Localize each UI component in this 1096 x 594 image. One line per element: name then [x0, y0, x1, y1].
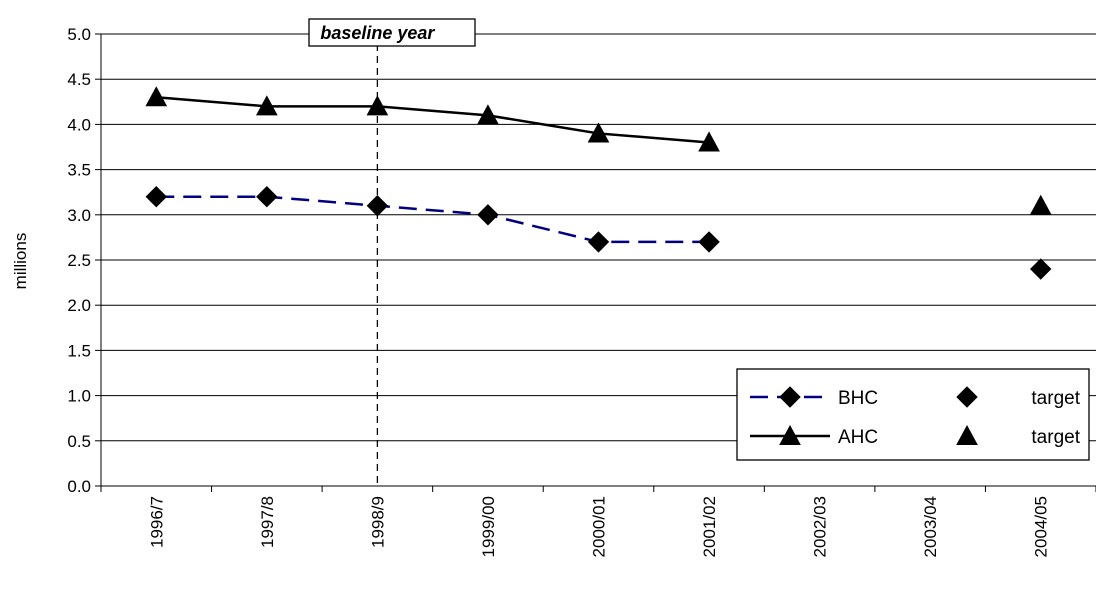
legend-label-bhc: BHC [838, 388, 878, 409]
baseline-label-box [308, 18, 476, 47]
point-bhc [477, 204, 499, 226]
x-tick-label: 1998/9 [368, 496, 387, 548]
y-tick-label: 0.5 [67, 432, 91, 451]
series-target-3 [1029, 194, 1052, 215]
y-tick-label: 3.0 [67, 206, 91, 225]
legend-marker-target-triangle [956, 424, 978, 445]
point-ahc [698, 131, 720, 152]
x-tick-label: 2004/05 [1032, 496, 1051, 557]
x-tick-label: 1999/00 [479, 496, 498, 557]
series-ahc-1 [145, 86, 720, 152]
gridlines [101, 33, 1096, 442]
series-line-bhc [156, 195, 710, 244]
x-axis-ticks: 1996/7 1997/8 1998/9 1999/00 2000/01 2001/02 2… [100, 486, 1096, 557]
baseline-label: baseline year [320, 23, 435, 43]
legend-marker-target-diamond [956, 386, 978, 408]
x-tick-label: 2001/02 [700, 496, 719, 557]
point-bhc [587, 231, 610, 253]
x-tick-label: 1997/8 [258, 496, 277, 548]
y-axis-title: millions [11, 233, 30, 290]
legend: BHC AHC target target [736, 368, 1090, 461]
point-ahc [255, 95, 278, 116]
legend-marker-ahc [779, 424, 801, 445]
legend-label-target: target [1031, 427, 1080, 448]
x-tick-label: 2003/04 [921, 496, 940, 557]
y-tick-label: 1.0 [67, 387, 91, 406]
legend-label-target: target [1031, 388, 1080, 409]
series-bhc-0 [145, 186, 720, 253]
point-bhc [366, 195, 389, 217]
point-ahc [477, 104, 499, 125]
series-group [145, 86, 1052, 280]
y-tick-label: 2.0 [67, 296, 91, 315]
point-ahc [145, 86, 168, 107]
y-tick-label: 2.5 [67, 251, 91, 270]
x-tick-label: 2000/01 [590, 496, 609, 557]
y-tick-label: 0.0 [67, 477, 91, 496]
point-bhc [256, 186, 278, 208]
x-tick-label: 2002/03 [811, 496, 830, 557]
y-tick-label: 3.5 [67, 161, 91, 180]
y-axis-ticks: 0.0 0.5 1.0 1.5 2.0 2.5 3.0 3.5 4.0 4.5 5.0 [67, 25, 101, 496]
legend-label-ahc: AHC [838, 427, 878, 448]
point-ahc [366, 95, 389, 116]
point-target [1030, 258, 1052, 280]
baseline-annotation: baseline year [308, 18, 476, 486]
y-tick-label: 1.5 [67, 341, 91, 360]
point-ahc [587, 122, 610, 143]
series-target-2 [1030, 258, 1052, 280]
point-bhc [698, 231, 720, 253]
y-tick-label: 4.5 [67, 70, 91, 89]
y-tick-label: 4.0 [67, 115, 91, 134]
x-tick-label: 1996/7 [147, 496, 166, 548]
legend-marker-bhc [779, 386, 801, 408]
point-bhc [145, 186, 167, 208]
series-line-ahc [156, 96, 710, 144]
y-tick-label: 5.0 [67, 25, 91, 44]
point-target [1029, 194, 1052, 215]
